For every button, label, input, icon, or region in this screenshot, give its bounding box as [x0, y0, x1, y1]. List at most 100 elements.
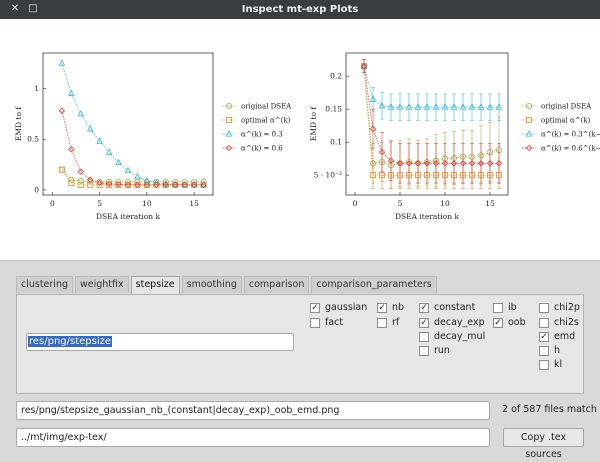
check-box: ✓ [493, 317, 503, 328]
data-point [77, 109, 85, 117]
chart-left: 0 5 10 15 0 0.5 1 DSEA iteration k EMD to f origi… [14, 52, 292, 221]
y-tick-label: 5 · 10⁻² [314, 171, 342, 180]
legend-entry: α^(k) = 0.6^(k−1) [522, 145, 600, 153]
y-tick-label: 0.5 [27, 135, 39, 144]
data-point [77, 181, 84, 188]
data-point [181, 181, 188, 189]
checkbox-chi2s[interactable]: chi2s [539, 317, 579, 328]
y-tick-label: 0.1 [330, 138, 342, 147]
data-point [115, 181, 122, 188]
check-box: ✓ [419, 317, 429, 328]
checkbox-run[interactable]: run [419, 345, 450, 356]
tab-comparison[interactable]: comparison [243, 276, 310, 293]
legend-label: original DSEA [241, 103, 292, 111]
series-line [61, 110, 204, 186]
data-point [378, 148, 386, 156]
data-point [459, 160, 467, 167]
data-point [369, 125, 377, 133]
x-tick-label: 5 [398, 199, 403, 208]
legend-entry: original DSEA [522, 103, 592, 111]
data-point [58, 59, 66, 66]
checkbox-oob[interactable]: ✓ oob [493, 317, 526, 328]
legend-marker [525, 117, 532, 124]
check-box [419, 331, 429, 342]
y-tick-label: 0.2 [330, 72, 342, 81]
tab-stepsize[interactable]: stepsize [130, 276, 180, 294]
x-tick-label: 5 [97, 199, 102, 208]
check-box [539, 359, 549, 370]
checkbox-decay-mul[interactable]: decay_mul [419, 331, 485, 342]
legend-marker [525, 144, 533, 152]
checkbox-chi2p[interactable]: chi2p [539, 302, 580, 313]
check-box [377, 317, 387, 328]
data-point [405, 103, 413, 110]
data-point [162, 181, 169, 189]
data-point [190, 181, 198, 189]
checkbox-rf[interactable]: rf [377, 317, 399, 328]
data-point [106, 181, 113, 188]
check-box [539, 317, 549, 328]
data-point [200, 181, 207, 189]
data-point [96, 179, 103, 186]
legend-entry: original DSEA [222, 103, 292, 111]
data-point [423, 103, 431, 110]
tab-comparison-parameters[interactable]: comparison_parameters [311, 276, 437, 293]
legend-marker [225, 144, 233, 152]
tab-clustering[interactable]: clustering [16, 276, 73, 293]
data-point [87, 178, 94, 185]
data-point [405, 160, 413, 167]
checkbox-gaussian[interactable]: ✓ gaussian [310, 302, 368, 313]
tab-weightfix[interactable]: weightfix [75, 276, 129, 293]
data-point [414, 160, 422, 167]
data-point [396, 103, 404, 110]
checkbox-h[interactable]: h [539, 345, 560, 356]
plot-frame [345, 52, 509, 196]
data-point [68, 146, 75, 153]
series-3 [58, 107, 207, 189]
data-point [477, 103, 485, 110]
data-point [96, 178, 103, 185]
data-point [153, 178, 160, 186]
copy-tex-sources-button[interactable]: Copy .tex sources [503, 428, 584, 460]
data-point [468, 160, 476, 167]
legend-entry: α^(k) = 0.3^(k−1) [522, 130, 600, 139]
output-dir-field[interactable]: ../mt/img/exp-tex/ [16, 428, 490, 447]
series-line [363, 66, 499, 108]
data-point [369, 95, 377, 102]
path-prefix-input[interactable]: res/png/stepsize [26, 333, 294, 351]
data-point [360, 63, 368, 70]
legend-marker [225, 117, 232, 124]
series-1 [361, 59, 502, 189]
selected-file-field[interactable]: res/png/stepsize_gaussian_nb_(constant|d… [16, 401, 490, 420]
checkbox-decay-exp[interactable]: ✓ decay_exp [419, 317, 485, 328]
legend-marker [225, 130, 233, 137]
y-axis-label: EMD to f [14, 106, 23, 141]
data-point [87, 176, 94, 183]
checkbox-emd[interactable]: ✓ emd [539, 331, 576, 342]
checkbox-constant[interactable]: ✓ constant [419, 302, 476, 313]
legend-marker [225, 103, 232, 110]
check-box: ✓ [310, 302, 320, 313]
checkbox-fact[interactable]: fact [310, 317, 343, 328]
checkbox-ib[interactable]: ib [493, 302, 517, 313]
data-point [432, 103, 440, 110]
x-tick-label: 15 [189, 199, 199, 208]
data-point [387, 103, 395, 110]
legend-label: α^(k) = 0.3 [241, 131, 283, 139]
series-line [61, 169, 204, 183]
chart-right: 0 5 10 15 5 · 10⁻² 0.1 0.15 0.2 DSEA iteration k… [309, 52, 600, 221]
close-icon[interactable]: ✕ [10, 3, 20, 14]
tab-smoothing[interactable]: smoothing [181, 276, 242, 293]
maximize-icon[interactable]: □ [28, 3, 38, 14]
plot-frame [42, 52, 214, 196]
data-point [134, 172, 141, 180]
x-tick-label: 0 [50, 199, 55, 208]
checkbox-kl[interactable]: kl [539, 359, 562, 370]
data-point [441, 160, 449, 167]
data-point [486, 160, 494, 167]
legend-label: optimal α^(k) [241, 117, 291, 125]
checkbox-nb[interactable]: ✓ nb [377, 302, 405, 313]
series-3 [360, 59, 503, 184]
data-point [200, 178, 207, 185]
data-point [181, 178, 188, 185]
